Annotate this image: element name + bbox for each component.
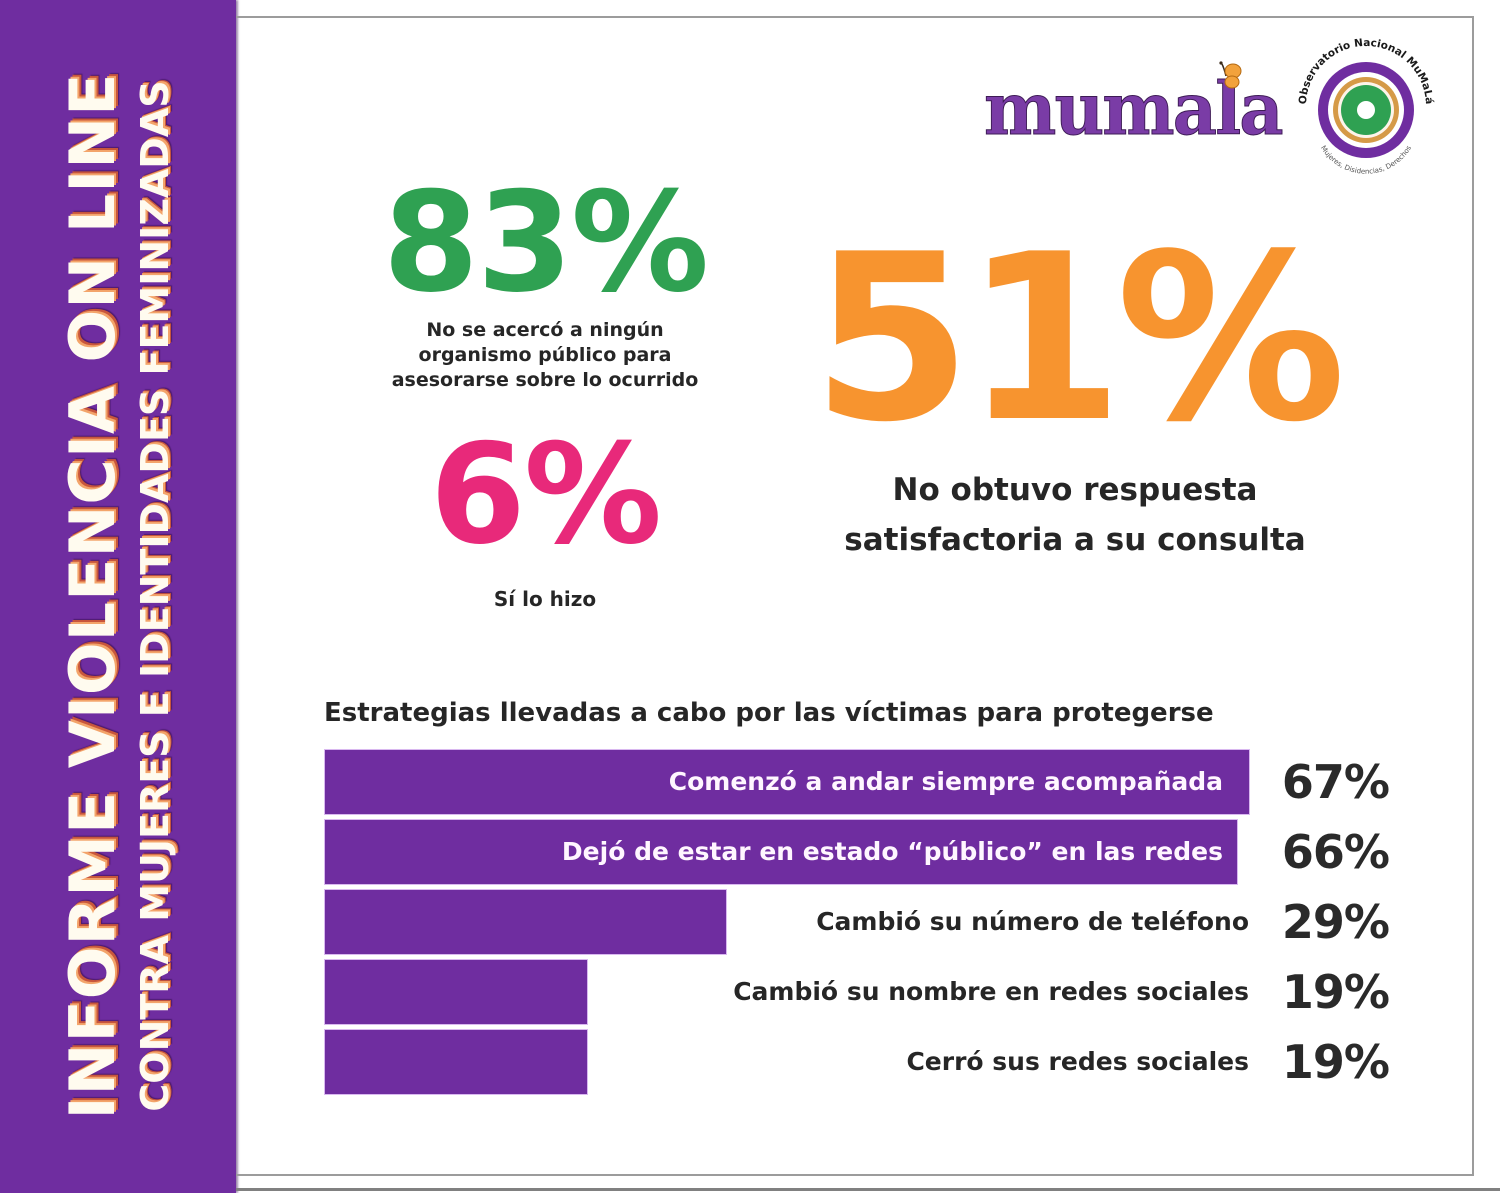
bar-row: Cambió su número de teléfono 29% <box>325 890 1395 954</box>
bar-label: Cerró sus redes sociales <box>906 1047 1249 1076</box>
concentric-rings-icon <box>1318 62 1414 158</box>
bar-value: 67% <box>1281 755 1390 809</box>
bar-value: 29% <box>1281 895 1390 949</box>
stat-83-label-line3: asesorarse sobre lo ocurrido <box>391 369 699 391</box>
report-subtitle: CONTRA MUJERES E IDENTIDADES FEMINIZADAS <box>133 80 177 1112</box>
stat-51-value: 51% <box>811 206 1347 473</box>
stat-83: 83% No se acercó a ningún organismo públ… <box>360 168 730 393</box>
bar <box>325 820 1237 884</box>
bar-row: Dejó de estar en estado “público” en las… <box>325 820 1395 884</box>
bar-label: Dejó de estar en estado “público” en las… <box>561 837 1223 866</box>
bar-value: 19% <box>1281 1035 1390 1089</box>
report-title: INFORME VIOLENCIA ON LINE <box>56 72 129 1120</box>
content-frame <box>236 16 1474 1176</box>
bar <box>325 1030 587 1094</box>
bar <box>325 890 726 954</box>
bar <box>325 750 1249 814</box>
observatorio-logo: Observatorio Nacional MuMaLá Mujeres, Di… <box>1297 37 1435 176</box>
stat-51-label-line1: No obtuvo respuesta <box>892 472 1258 508</box>
stat-51: 51% No obtuvo respuesta satisfactoria a … <box>790 220 1360 560</box>
bar <box>325 960 587 1024</box>
bar-value: 19% <box>1281 965 1390 1019</box>
chart-title: Estrategias llevadas a cabo por las víct… <box>324 698 1214 728</box>
stat-83-label-line2: organismo público para <box>418 344 672 366</box>
stat-6-value: 6% <box>429 414 662 575</box>
bar-row: Comenzó a andar siempre acompañada 67% <box>325 750 1395 814</box>
bar-label: Cambió su número de teléfono <box>816 907 1249 936</box>
stat-51-label-line2: satisfactoria a su consulta <box>844 522 1306 558</box>
sidebar-banner: INFORME VIOLENCIA ON LINE CONTRA MUJERES… <box>0 0 236 1193</box>
butterfly-icon <box>1219 61 1242 89</box>
stat-6: 6% Sí lo hizo <box>400 420 690 612</box>
stat-6-label: Sí lo hizo <box>493 587 597 611</box>
bar-row: Cambió su nombre en redes sociales 19% <box>325 960 1395 1024</box>
bar-value: 66% <box>1281 825 1390 879</box>
stat-83-label-line1: No se acercó a ningún <box>426 319 664 341</box>
bar-label: Cambió su nombre en redes sociales <box>733 977 1249 1006</box>
mumala-logo: mumala <box>984 61 1284 150</box>
sidebar-text: INFORME VIOLENCIA ON LINE CONTRA MUJERES… <box>56 16 178 1176</box>
bar-row: Cerró sus redes sociales 19% <box>325 1030 1395 1094</box>
bar-label: Comenzó a andar siempre acompañada <box>668 767 1223 796</box>
bottom-divider <box>236 1188 1500 1191</box>
stat-83-value: 83% <box>382 162 709 323</box>
